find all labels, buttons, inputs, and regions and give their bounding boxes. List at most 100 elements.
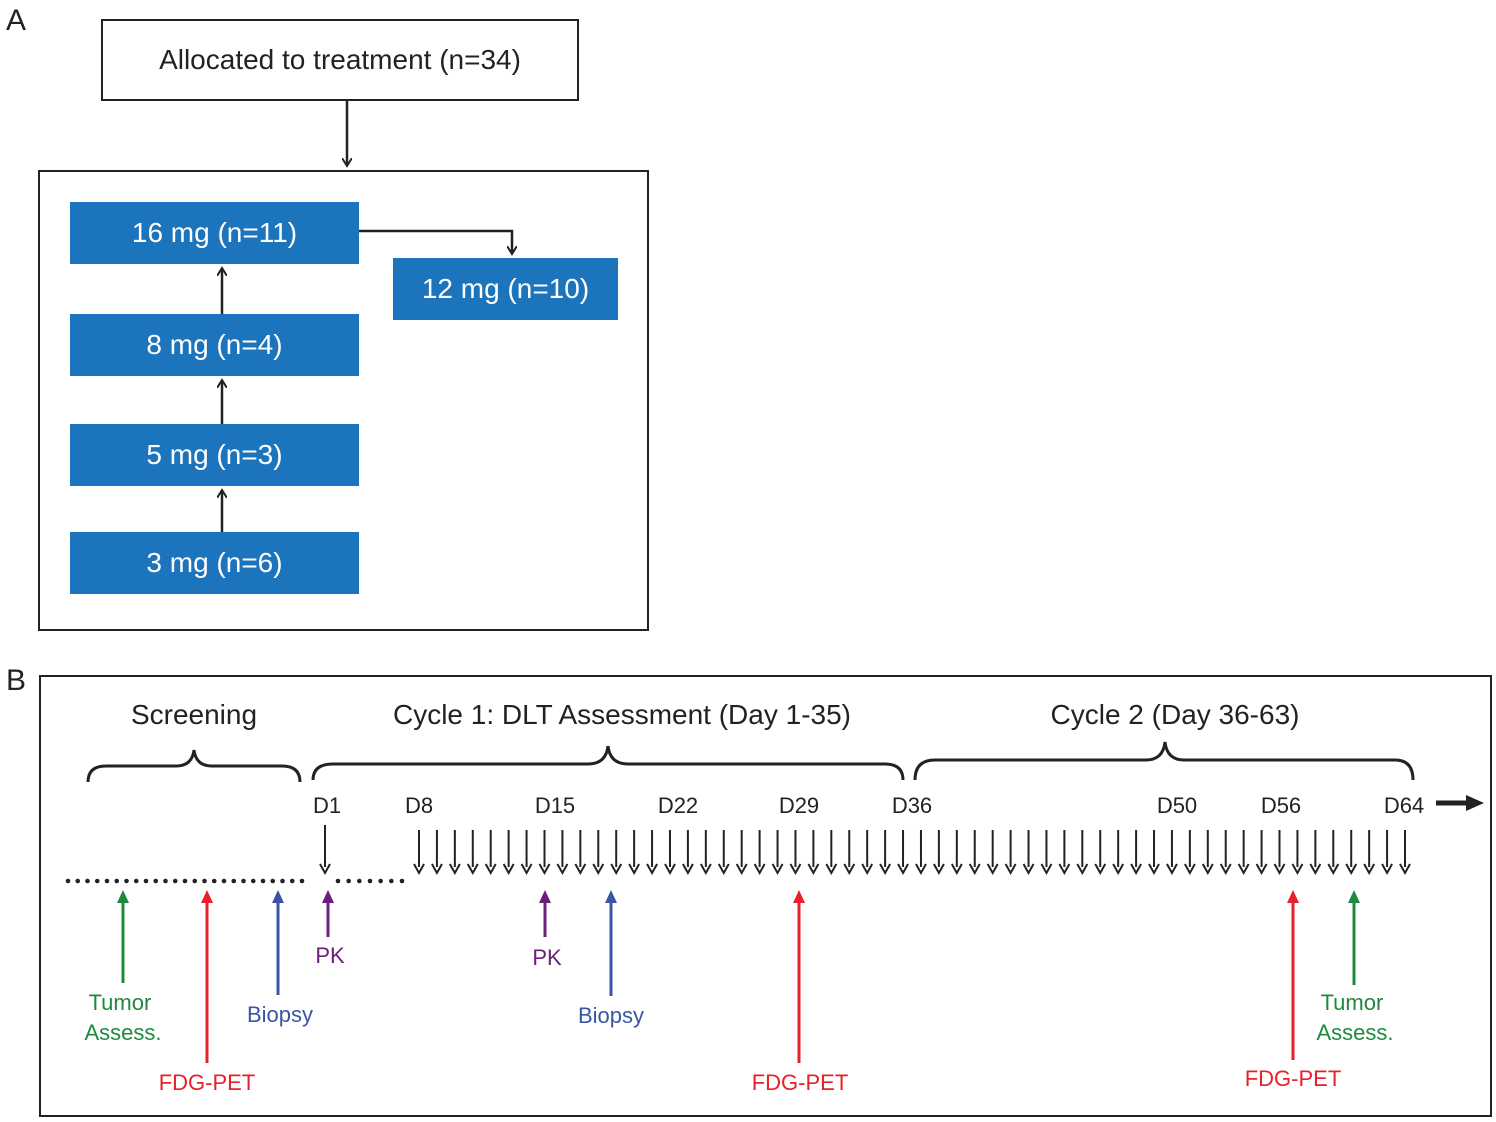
timeline-dot <box>114 878 120 884</box>
dose-arrowhead <box>556 863 569 876</box>
dose-arrowhead <box>1381 863 1393 876</box>
dose-arrowhead <box>628 863 641 876</box>
phase-cycle2: Cycle 2 (Day 36-63) <box>1051 699 1300 730</box>
dose-arrowhead <box>1273 863 1286 876</box>
dose-box-5mg: 5 mg (n=3) <box>70 424 359 486</box>
dose-arrowhead <box>448 863 461 876</box>
dose-arrowhead <box>843 863 856 876</box>
dose-arrowhead <box>502 863 515 876</box>
dose-arrowhead <box>771 863 784 876</box>
dose-arrowhead <box>1094 863 1107 876</box>
event-label-fdg-pet: FDG-PET <box>159 1070 256 1095</box>
day-label: D22 <box>658 793 698 818</box>
dose-arrowhead <box>986 863 999 876</box>
timeline-dot <box>211 878 217 884</box>
dose-arrowhead <box>789 863 802 876</box>
dose-arrowhead <box>825 863 838 876</box>
schedule-frame <box>39 675 1492 1117</box>
dose-box-8mg: 8 mg (n=4) <box>70 314 359 376</box>
dose-arrowhead <box>1363 863 1376 876</box>
timeline-dot <box>172 878 178 884</box>
dose-arrowhead <box>1040 863 1053 876</box>
timeline-dot <box>85 878 90 884</box>
dose-arrowhead <box>897 863 909 876</box>
allocated-label: Allocated to treatment (n=34) <box>159 44 521 75</box>
timeline-dot <box>163 878 168 884</box>
timeline-dot <box>367 878 373 884</box>
timeline-dot <box>221 878 227 884</box>
timeline-dot <box>124 878 129 884</box>
dose-arrowhead <box>1166 863 1178 876</box>
dose-arrowhead <box>1148 863 1160 876</box>
panel-b-letter: B <box>6 664 27 697</box>
dose-arrowhead <box>1399 863 1411 876</box>
dose-arrowhead <box>592 863 605 876</box>
timeline-dot <box>399 878 405 884</box>
dose-arrowhead <box>1327 863 1340 876</box>
timeline-dot <box>75 878 81 884</box>
timeline-dot <box>260 878 266 884</box>
event-label-tumor-assess: Tumor Assess. <box>84 990 161 1045</box>
timeline-dot <box>182 878 188 884</box>
day-label: D15 <box>535 793 575 818</box>
dose-arrowhead <box>466 863 479 876</box>
event-label-tumor-assess: Tumor Assess. <box>1316 990 1393 1045</box>
brace-screening <box>86 749 302 783</box>
dose-arrowhead <box>319 863 331 876</box>
day-label: D50 <box>1157 793 1197 818</box>
dose-arrowhead <box>1219 863 1232 876</box>
dose-arrowhead <box>699 863 712 876</box>
dose-arrowhead <box>664 863 676 876</box>
event-label-line: Assess. <box>1316 1020 1393 1045</box>
timeline-dot <box>94 878 100 884</box>
dose-arrowhead <box>682 863 694 876</box>
dose-arrowhead <box>807 863 820 876</box>
brace-cycle2 <box>913 741 1415 781</box>
fdg-pet-arrowhead <box>201 890 213 903</box>
day-label: D56 <box>1261 793 1301 818</box>
timeline-dot <box>153 878 159 884</box>
timeline-dot <box>104 878 110 884</box>
event-label-pk: PK <box>532 945 562 970</box>
dose-arrowhead <box>413 863 425 876</box>
dose-arrowhead <box>1255 863 1268 876</box>
dose-arrowhead <box>1022 863 1035 876</box>
dose-label: 12 mg (n=10) <box>421 273 590 304</box>
tumor-assess-arrowhead <box>1348 890 1360 903</box>
dose-arrowhead <box>538 863 551 876</box>
event-label-biopsy: Biopsy <box>247 1002 313 1027</box>
dose-arrowhead <box>646 863 658 876</box>
dose-label: 16 mg (n=11) <box>131 217 298 248</box>
allocated-box: Allocated to treatment (n=34) <box>101 19 579 101</box>
timeline-dot <box>231 878 237 884</box>
event-label-biopsy: Biopsy <box>578 1003 644 1028</box>
timeline-dot <box>378 878 383 884</box>
dose-arrowhead <box>1183 863 1196 876</box>
day-label: D36 <box>892 793 932 818</box>
pk-arrowhead <box>539 890 551 903</box>
pk-arrowhead <box>322 890 334 903</box>
dose-arrowhead <box>950 863 963 876</box>
event-label-line: Tumor <box>89 990 152 1015</box>
panel-a-letter: A <box>6 4 27 37</box>
arrow-16-to-12 <box>359 229 512 254</box>
dose-label: 3 mg (n=6) <box>146 547 283 578</box>
dose-arrowhead <box>1291 863 1304 876</box>
timeline-dot <box>389 878 394 884</box>
dose-arrowhead <box>520 863 533 876</box>
dose-arrowhead <box>1004 863 1017 876</box>
dose-arrowhead <box>861 863 874 876</box>
dose-arrowhead <box>968 863 981 876</box>
brace-cycle1 <box>311 745 905 781</box>
dose-arrowhead <box>753 863 766 876</box>
timeline-dot <box>346 878 351 884</box>
dose-arrowhead <box>717 863 730 876</box>
daily-dose-arrows <box>319 825 1411 876</box>
day-label: D8 <box>405 793 433 818</box>
event-label-fdg-pet: FDG-PET <box>1245 1066 1342 1091</box>
timeline-dot <box>357 878 362 884</box>
dose-arrowhead <box>1112 863 1125 876</box>
event-label-line: Tumor <box>1321 990 1384 1015</box>
timeline-dot <box>65 878 71 884</box>
timeline-dot <box>299 878 305 884</box>
